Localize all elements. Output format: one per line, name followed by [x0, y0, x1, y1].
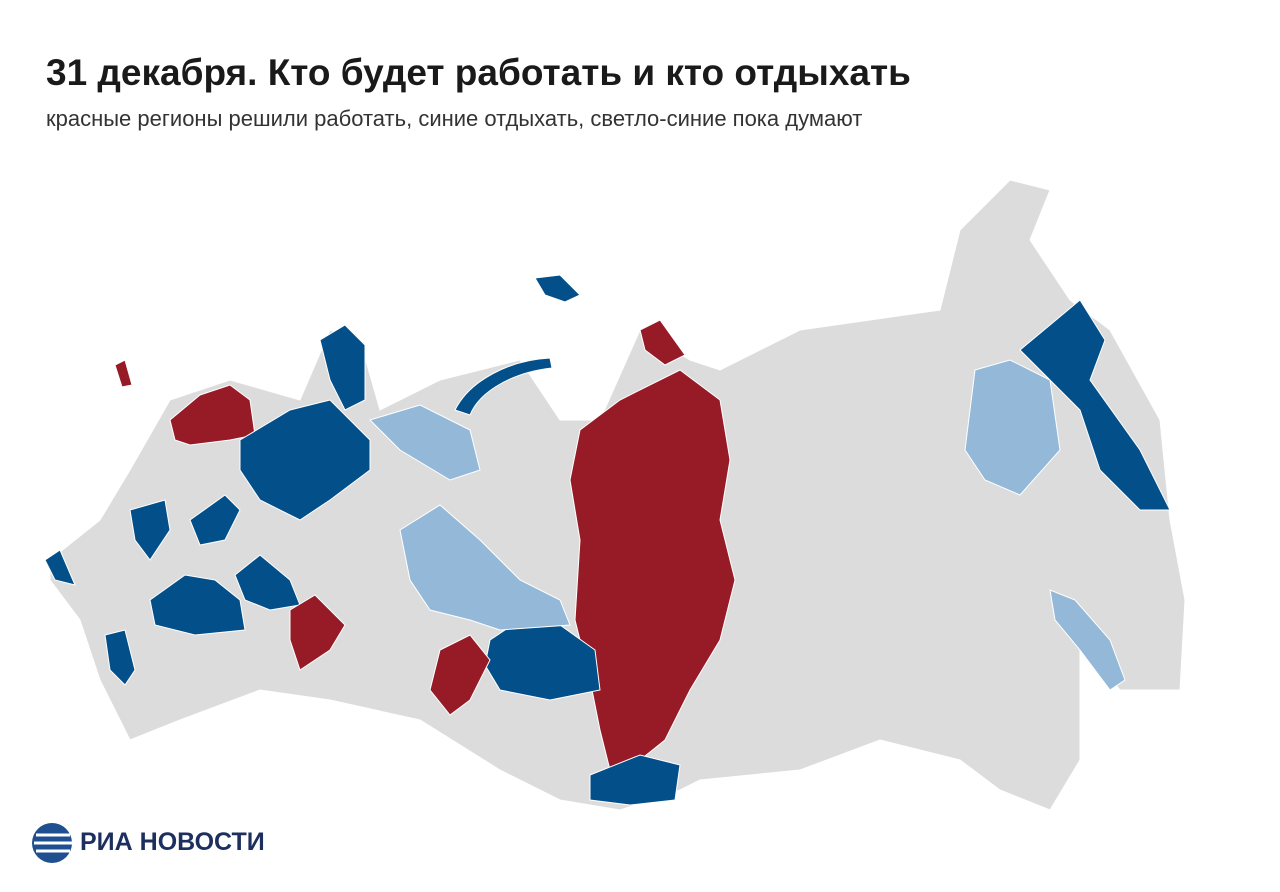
region	[44, 549, 76, 586]
region	[289, 594, 346, 671]
title: 31 декабря. Кто будет работать и кто отд…	[46, 52, 911, 93]
region	[114, 359, 133, 388]
region	[129, 499, 171, 561]
region	[104, 629, 136, 686]
region	[189, 494, 241, 546]
region	[454, 357, 553, 416]
region	[569, 369, 736, 771]
region	[429, 634, 491, 716]
logo-icon	[32, 823, 72, 863]
region	[369, 404, 481, 481]
region	[639, 319, 686, 366]
region	[1049, 589, 1126, 691]
logo-text: РИА НОВОСТИ	[80, 828, 265, 856]
region	[964, 359, 1061, 496]
region	[149, 574, 246, 636]
region	[319, 324, 366, 411]
region	[239, 399, 371, 521]
region	[589, 754, 681, 806]
region	[1019, 299, 1171, 511]
region	[169, 384, 256, 446]
region	[399, 504, 571, 631]
region	[534, 274, 581, 303]
subtitle: красные регионы решили работать, синие о…	[46, 106, 863, 131]
